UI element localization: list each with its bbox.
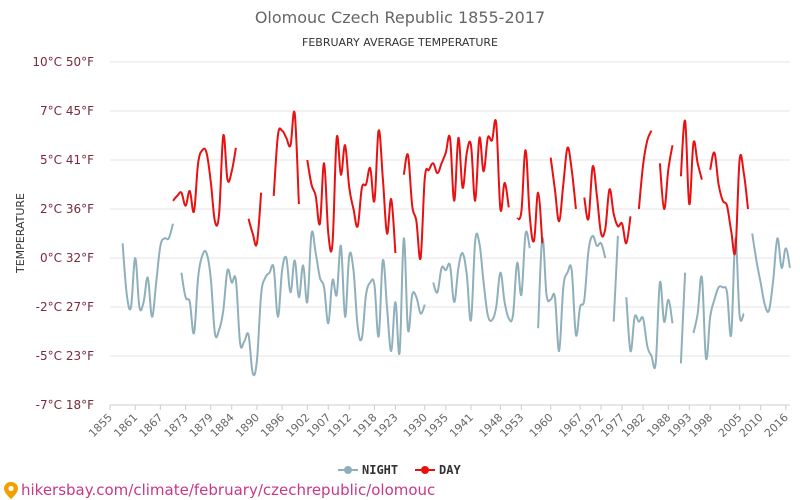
y-axis-label: TEMPERATURE [14, 193, 27, 274]
series-lines [121, 110, 791, 377]
series-line-day [402, 119, 510, 261]
series-line-day [637, 130, 653, 210]
x-tick-label: 1896 [258, 411, 287, 440]
chart-title: Olomouc Czech Republic 1855-2017 [255, 8, 545, 27]
series-line-day [658, 145, 674, 211]
series-line-night [751, 233, 791, 313]
legend-night-marker [344, 466, 352, 474]
x-tick-label: 1873 [162, 411, 191, 440]
series-line-night [121, 223, 174, 318]
series-day [172, 110, 749, 261]
series-line-day [549, 146, 577, 223]
x-tick-label: 1960 [527, 411, 556, 440]
series-line-day [583, 165, 632, 245]
watermark[interactable]: hikersbay.com/climate/february/czechrepu… [4, 481, 435, 499]
series-line-night [432, 230, 531, 323]
y-tick-label: 7°C 45°F [40, 104, 94, 118]
x-tick-label: 1953 [497, 411, 526, 440]
y-axis-ticks: 10°C 50°F 7°C 45°F 5°C 41°F 2°C 36°F 0°C 32°… [32, 55, 94, 412]
location-pin-icon [4, 482, 18, 499]
grid [110, 61, 790, 406]
x-tick-label: 1935 [422, 411, 451, 440]
series-line-day [709, 151, 749, 256]
y-tick-label: 0°C 32°F [40, 251, 94, 265]
x-tick-label: 1861 [111, 411, 140, 440]
series-line-night [692, 237, 745, 361]
x-tick-label: 1998 [686, 411, 715, 440]
legend-night-label: NIGHT [362, 463, 398, 477]
y-tick-label: -5°C 23°F [36, 349, 94, 363]
watermark-link[interactable]: hikersbay.com/climate/february/czechrepu… [21, 481, 435, 499]
y-tick-label: 10°C 50°F [32, 55, 94, 69]
legend-item-night[interactable]: NIGHT [338, 463, 398, 477]
series-line-day [306, 129, 397, 254]
y-tick-label: 2°C 36°F [40, 202, 94, 216]
x-tick-label: 1912 [325, 411, 354, 440]
x-tick-label: 1923 [372, 411, 401, 440]
x-tick-label: 2010 [737, 411, 766, 440]
x-tick-label: 1855 [86, 411, 115, 440]
y-tick-label: -7°C 18°F [36, 398, 94, 412]
x-tick-label: 1884 [208, 411, 237, 440]
chart-subtitle: FEBRUARY AVERAGE TEMPERATURE [302, 36, 498, 49]
series-line-night [537, 234, 607, 353]
legend: NIGHT DAY [338, 463, 461, 477]
x-tick-label: 1941 [447, 411, 476, 440]
y-tick-label: -2°C 27°F [36, 300, 94, 314]
series-line-day [247, 192, 263, 247]
series-line-day [516, 149, 544, 244]
legend-item-day[interactable]: DAY [415, 463, 461, 477]
y-tick-label: 5°C 41°F [40, 153, 94, 167]
x-tick-label: 1890 [233, 411, 262, 440]
series-line-day [679, 119, 703, 206]
series-line-night [679, 272, 687, 364]
x-axis-ticks: 1855186118671873187918841890189619021907… [86, 404, 791, 440]
series-line-night [625, 280, 674, 370]
series-line-night [180, 230, 426, 377]
legend-day-label: DAY [439, 463, 461, 477]
x-tick-label: 2016 [762, 411, 791, 440]
x-tick-label: 1982 [619, 411, 648, 440]
series-line-day [172, 134, 237, 227]
series-line-day [272, 110, 300, 205]
legend-day-marker [421, 466, 429, 474]
series-night [121, 223, 791, 377]
series-line-night [612, 235, 619, 322]
x-tick-label: 1867 [137, 411, 166, 440]
